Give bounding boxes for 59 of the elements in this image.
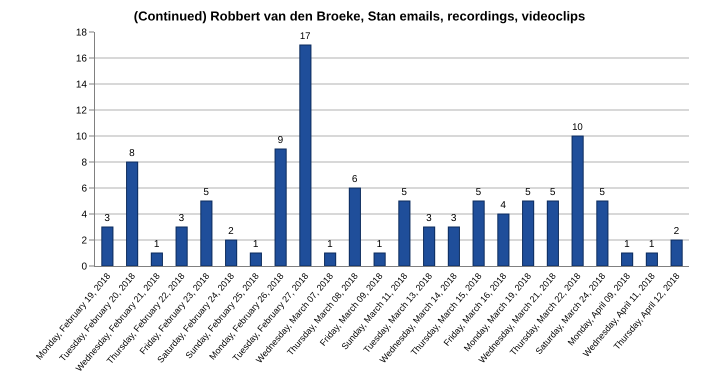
bar [596, 200, 608, 266]
data-label: 3 [104, 213, 110, 224]
bar [324, 252, 336, 266]
y-tick-label: 2 [81, 236, 88, 246]
y-tick-label: 10 [76, 132, 88, 142]
data-label: 9 [278, 135, 284, 146]
y-tick-label: 16 [76, 54, 88, 64]
data-label: 17 [300, 31, 311, 42]
bar [497, 214, 510, 266]
bar [299, 44, 312, 266]
data-label: 4 [500, 200, 506, 211]
data-label: 2 [674, 226, 680, 237]
bar [101, 226, 114, 266]
data-label: 5 [476, 187, 482, 198]
y-tick-label: 0 [81, 262, 88, 272]
chart-title: (Continued) Robbert van den Broeke, Stan emails, recordings, videoclips [134, 8, 586, 24]
y-tick-label: 8 [81, 158, 88, 168]
data-label: 8 [129, 148, 136, 159]
data-label: 5 [550, 187, 556, 198]
data-label: 5 [525, 187, 532, 198]
y-tick-label: 18 [76, 28, 88, 38]
bar [572, 136, 584, 266]
bar [448, 226, 460, 266]
bar [522, 200, 534, 266]
data-label: 6 [352, 174, 358, 185]
data-label: 3 [426, 213, 432, 224]
y-tick-label: 14 [76, 80, 88, 90]
data-label: 3 [178, 213, 185, 224]
data-label: 1 [327, 239, 334, 250]
data-label: 10 [572, 122, 583, 134]
bar [374, 252, 386, 266]
bar [423, 226, 436, 266]
bar [398, 200, 410, 266]
bar [621, 252, 634, 266]
bar [274, 148, 287, 266]
data-label: 5 [203, 187, 210, 198]
bar [250, 252, 262, 266]
bar [348, 188, 361, 266]
data-label: 1 [648, 239, 655, 250]
bar [670, 240, 683, 266]
data-label: 1 [252, 239, 259, 250]
bar [472, 200, 485, 266]
bar [150, 252, 163, 266]
bar [200, 200, 212, 266]
y-tick-label: 4 [81, 210, 88, 220]
data-label: 5 [599, 187, 606, 198]
bar [225, 240, 238, 266]
bar [546, 200, 559, 266]
data-label: 1 [376, 239, 383, 250]
y-tick-label: 12 [76, 106, 88, 116]
data-label: 5 [401, 187, 408, 198]
bar [646, 252, 658, 266]
data-label: 1 [154, 239, 160, 250]
bar [126, 162, 138, 266]
bar [176, 226, 188, 266]
data-label: 2 [228, 226, 234, 237]
y-tick-label: 6 [81, 184, 88, 194]
data-label: 1 [624, 239, 630, 250]
data-label: 3 [450, 213, 457, 224]
